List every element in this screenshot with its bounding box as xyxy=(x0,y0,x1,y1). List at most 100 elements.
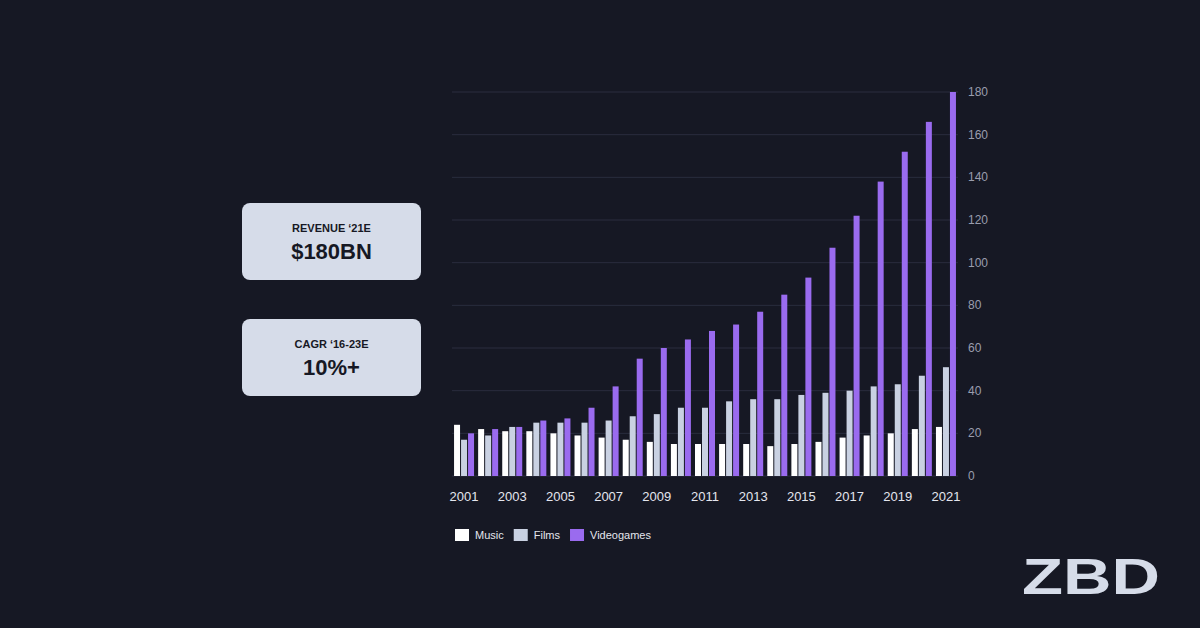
x-tick-label: 2009 xyxy=(642,489,671,504)
bar xyxy=(805,278,811,476)
bar xyxy=(919,376,925,476)
x-tick-label: 2011 xyxy=(691,489,719,504)
chart-canvas: 0204060801001201401601802001200320052007… xyxy=(0,0,1200,628)
annotation-label: CAGR ‘16-23E xyxy=(295,338,369,350)
bar xyxy=(478,429,484,476)
bar xyxy=(492,429,498,476)
bar xyxy=(654,414,660,476)
x-tick-label: 2005 xyxy=(546,489,575,504)
y-tick-label: 0 xyxy=(968,469,975,483)
bar xyxy=(750,399,756,476)
bar xyxy=(878,182,884,476)
legend-swatch xyxy=(570,529,584,541)
bar xyxy=(926,122,932,476)
bar xyxy=(502,431,508,476)
bar xyxy=(468,433,474,476)
bar xyxy=(647,442,653,476)
bar xyxy=(589,408,595,476)
y-tick-label: 60 xyxy=(968,341,982,355)
bar xyxy=(829,248,835,476)
bar xyxy=(557,423,563,476)
bar xyxy=(743,444,749,476)
bar xyxy=(671,444,677,476)
bar xyxy=(774,399,780,476)
grid-line xyxy=(452,177,958,178)
bar xyxy=(702,408,708,476)
bar xyxy=(540,421,546,476)
x-tick-label: 2019 xyxy=(883,489,912,504)
bar xyxy=(847,391,853,476)
bar xyxy=(719,444,725,476)
x-tick-label: 2001 xyxy=(450,489,479,504)
annotations: REVENUE ‘21E $180BN CAGR ‘16-23E 10%+ xyxy=(242,203,421,396)
y-tick-label: 20 xyxy=(968,426,982,440)
bar xyxy=(888,433,894,476)
background xyxy=(0,0,1200,628)
bar xyxy=(685,339,691,476)
bar xyxy=(791,444,797,476)
bar xyxy=(895,384,901,476)
bar xyxy=(516,427,522,476)
bar xyxy=(509,427,515,476)
x-axis: 2001 2003 2005 2007 2009 2011 2013 2015 2017 2019… xyxy=(450,489,961,504)
legend: MusicFilmsVideogames xyxy=(455,529,651,541)
annotation-label: REVENUE ‘21E xyxy=(292,222,371,234)
bar xyxy=(461,440,467,476)
bar xyxy=(950,92,956,476)
x-tick-label: 2007 xyxy=(594,489,623,504)
bars xyxy=(454,92,956,476)
bar xyxy=(575,435,581,476)
bar xyxy=(798,395,804,476)
bar xyxy=(550,433,556,476)
bar xyxy=(709,331,715,476)
bar xyxy=(781,295,787,476)
bar xyxy=(564,418,570,476)
y-tick-label: 120 xyxy=(968,213,988,227)
bar xyxy=(871,386,877,476)
legend-label: Music xyxy=(475,529,504,541)
bar xyxy=(767,446,773,476)
bar xyxy=(757,312,763,476)
bar xyxy=(854,216,860,476)
bar xyxy=(822,393,828,476)
x-tick-label: 2021 xyxy=(931,489,960,504)
bar xyxy=(815,442,821,476)
y-tick-label: 40 xyxy=(968,384,982,398)
bar xyxy=(678,408,684,476)
bar xyxy=(533,423,539,476)
bar xyxy=(526,431,532,476)
grid xyxy=(452,92,958,476)
logo: ZBD xyxy=(1022,549,1160,605)
bar xyxy=(606,421,612,476)
annotation-value: 10%+ xyxy=(303,355,360,380)
bar xyxy=(733,325,739,476)
bar xyxy=(599,438,605,476)
bar xyxy=(912,429,918,476)
annotation-value: $180BN xyxy=(291,239,372,264)
bar xyxy=(943,367,949,476)
legend-swatch xyxy=(455,529,469,541)
x-tick-label: 2015 xyxy=(787,489,816,504)
bar xyxy=(613,386,619,476)
y-tick-label: 100 xyxy=(968,256,988,270)
bar xyxy=(726,401,732,476)
y-tick-label: 80 xyxy=(968,298,982,312)
bar xyxy=(840,438,846,476)
bar xyxy=(454,425,460,476)
annotation-box xyxy=(242,203,421,280)
y-tick-label: 140 xyxy=(968,170,988,184)
bar xyxy=(582,423,588,476)
y-axis: 020406080100120140160180 xyxy=(968,85,988,483)
x-tick-label: 2017 xyxy=(835,489,864,504)
annotation-box xyxy=(242,319,421,396)
x-tick-label: 2013 xyxy=(739,489,768,504)
x-tick-label: 2003 xyxy=(498,489,527,504)
legend-label: Videogames xyxy=(590,529,651,541)
bar xyxy=(936,427,942,476)
bar xyxy=(630,416,636,476)
bar xyxy=(485,435,491,476)
bar xyxy=(637,359,643,476)
y-tick-label: 180 xyxy=(968,85,988,99)
bar xyxy=(695,444,701,476)
bar xyxy=(902,152,908,476)
